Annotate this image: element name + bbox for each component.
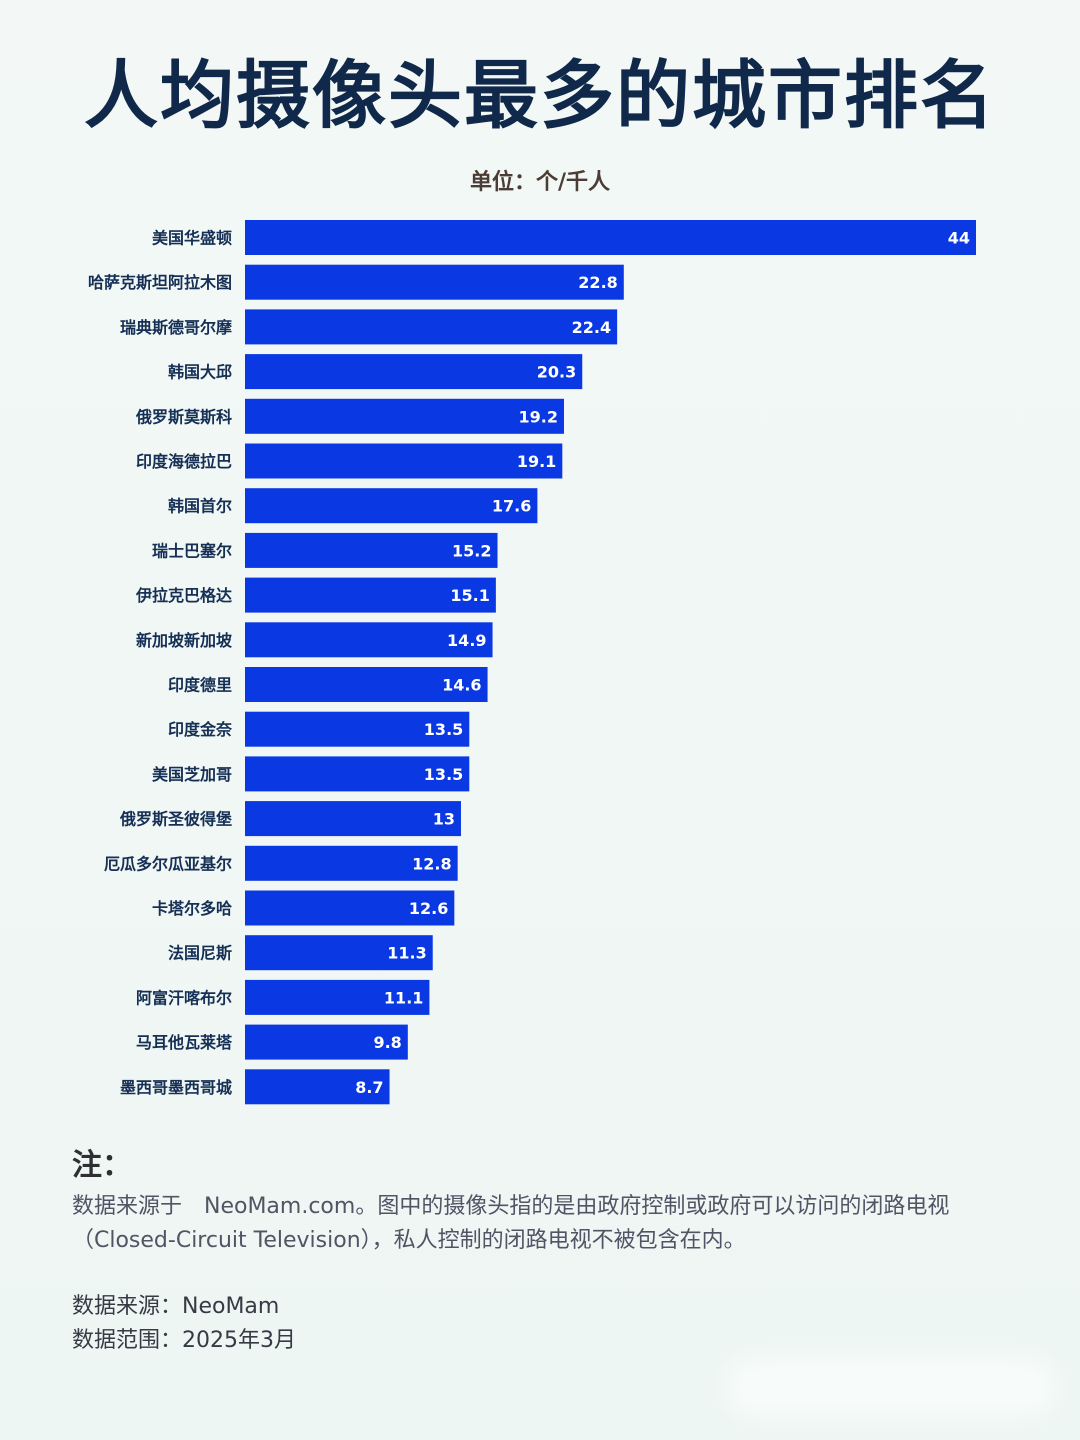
- bar-mark: [245, 756, 470, 792]
- bar-mark: [245, 354, 583, 390]
- bar-mark: [245, 577, 496, 613]
- bar-mark: [245, 443, 563, 479]
- bar-value-label: 22.4: [572, 318, 611, 337]
- notes-meta: 数据来源：NeoMam 数据范围：2025年3月: [72, 1290, 296, 1358]
- bar-value-label: 15.1: [450, 586, 489, 605]
- source-text: 数据来源：NeoMam: [72, 1294, 280, 1319]
- bar-value-label: 13.5: [424, 765, 463, 784]
- bar-value-label: 14.6: [442, 676, 481, 695]
- bar-value-label: 9.8: [373, 1033, 401, 1052]
- category-label: 马耳他瓦莱塔: [136, 1033, 233, 1052]
- notes-heading: 注：: [72, 1148, 132, 1183]
- bar-value-label: 17.6: [492, 497, 531, 516]
- category-label: 新加坡新加坡: [136, 631, 233, 650]
- bar-mark: [245, 1024, 408, 1060]
- chart-subtitle: 单位：个/千人: [469, 170, 611, 195]
- bar-value-label: 13.5: [424, 720, 463, 739]
- category-label: 印度金奈: [168, 720, 233, 739]
- bar-mark: [245, 220, 976, 255]
- bar-value-label: 11.1: [384, 988, 423, 1007]
- bar-value-label: 11.3: [387, 944, 426, 963]
- category-label: 美国华盛顿: [152, 229, 232, 248]
- notes-body: 数据来源于 NeoMam.com。图中的摄像头指的是由政府控制或政府可以访问的闭…: [72, 1194, 950, 1253]
- bar-value-label: 12.8: [412, 854, 451, 873]
- bar-mark: [245, 622, 493, 658]
- bar-value-label: 44: [948, 229, 970, 248]
- bar-mark: [245, 398, 564, 434]
- category-label: 印度德里: [168, 676, 232, 695]
- bar-mark: [245, 890, 455, 926]
- chart-title: 人均摄像头最多的城市排名: [84, 53, 996, 139]
- bar-mark: [245, 845, 458, 881]
- category-label: 韩国首尔: [168, 497, 232, 516]
- bar-value-label: 19.1: [517, 452, 556, 471]
- bar-mark: [245, 532, 498, 568]
- bar-mark: [245, 488, 538, 524]
- category-label: 墨西哥墨西哥城: [120, 1078, 232, 1097]
- bar-mark: [245, 667, 488, 702]
- bar-value-label: 12.6: [409, 899, 448, 918]
- category-label: 印度海德拉巴: [136, 452, 232, 471]
- category-label: 俄罗斯莫斯科: [135, 407, 232, 426]
- bar-mark: [245, 309, 618, 345]
- category-label: 美国芝加哥: [152, 765, 232, 784]
- category-label: 伊拉克巴格达: [135, 586, 232, 605]
- bar-mark: [245, 264, 624, 300]
- bar-mark: [245, 979, 430, 1015]
- category-label: 韩国大邱: [168, 363, 232, 382]
- category-label: 厄瓜多尔瓜亚基尔: [104, 854, 232, 873]
- bar-value-label: 22.8: [578, 273, 617, 292]
- bar-mark: [245, 935, 433, 971]
- category-label: 俄罗斯圣彼得堡: [119, 810, 232, 829]
- bar-value-label: 13: [433, 810, 455, 829]
- bar-value-label: 8.7: [355, 1078, 383, 1097]
- bar-mark: [245, 711, 470, 747]
- bar-value-label: 14.9: [447, 631, 486, 650]
- category-label: 哈萨克斯坦阿拉木图: [88, 273, 232, 292]
- bar-mark: [245, 801, 461, 837]
- bar-value-label: 20.3: [537, 363, 576, 382]
- category-label: 瑞士巴塞尔: [152, 541, 232, 560]
- decorative-glow: [726, 1356, 1056, 1418]
- bar-chart: 美国华盛顿 44 哈萨克斯坦阿拉木图 22.8 瑞典斯德哥尔摩 22.4 韩国大邱 20.3 俄…: [88, 220, 976, 1105]
- range-text: 数据范围：2025年3月: [72, 1328, 296, 1353]
- category-label: 法国尼斯: [168, 944, 232, 963]
- category-label: 阿富汗喀布尔: [136, 988, 232, 1007]
- bar-value-label: 15.2: [452, 541, 491, 560]
- bar-value-label: 19.2: [518, 407, 557, 426]
- category-label: 卡塔尔多哈: [152, 899, 232, 918]
- bar-mark: [245, 1069, 390, 1105]
- category-label: 瑞典斯德哥尔摩: [120, 318, 232, 337]
